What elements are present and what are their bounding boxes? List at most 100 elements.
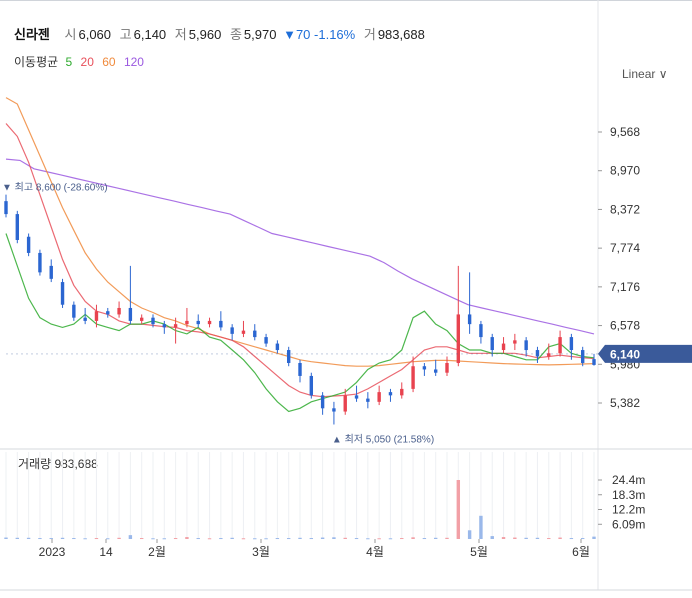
volume-tick-label: 24.4m xyxy=(612,473,645,487)
x-tick-label: 2023 xyxy=(39,545,66,559)
current-price-label: 6,140 xyxy=(610,347,640,361)
high-value: 6,140 xyxy=(133,27,167,42)
close-label: 종 xyxy=(229,27,242,42)
volume-bar xyxy=(94,538,99,540)
candle-body xyxy=(501,343,506,351)
candle-body xyxy=(275,343,280,351)
candle-body xyxy=(309,375,314,396)
volume-bar xyxy=(49,538,53,540)
volume-bar xyxy=(15,537,20,539)
volume-bar xyxy=(467,530,472,539)
volume-bar xyxy=(592,536,596,539)
candle-body xyxy=(185,320,189,325)
candle-body xyxy=(332,408,336,412)
quote-header: 신라젠 시 6,060 고 6,140 저 5,960 종 5,970 ▼70 -1.1… xyxy=(14,24,425,43)
open-label: 시 xyxy=(64,27,77,42)
volume-title: 거래량 983,688 xyxy=(18,457,98,471)
high-label: 고 xyxy=(119,27,132,42)
candle-body xyxy=(230,327,234,334)
volume-bar xyxy=(38,538,42,540)
candle-body xyxy=(241,330,246,334)
ma-60-toggle[interactable]: 60 xyxy=(102,55,116,69)
candle-body xyxy=(377,392,381,402)
volume-tick-label: 18.3m xyxy=(612,488,645,502)
volume-bar xyxy=(219,538,223,540)
candle-body xyxy=(433,369,438,373)
top-divider xyxy=(0,0,692,1)
volume-label: 거 xyxy=(363,27,376,42)
candle-body xyxy=(286,350,291,363)
candle-body xyxy=(60,282,65,305)
volume-bar xyxy=(580,538,585,540)
close-value: 5,970 xyxy=(243,27,277,42)
volume-bar xyxy=(377,538,381,540)
ma-120-line xyxy=(5,158,595,335)
volume-bar xyxy=(26,537,31,539)
candle-body xyxy=(343,395,347,412)
candle-body xyxy=(26,236,31,253)
volume-bar xyxy=(547,538,551,540)
candle-body xyxy=(400,388,404,396)
volume-bar xyxy=(354,538,359,540)
volume-bar xyxy=(445,537,449,539)
candle-body xyxy=(139,317,144,321)
volume-bar xyxy=(388,538,393,540)
candle-body xyxy=(422,366,427,370)
volume-bar xyxy=(60,537,65,539)
volume-bar xyxy=(298,537,302,539)
ma-60-line xyxy=(5,97,595,367)
stock-name: 신라젠 xyxy=(14,27,50,42)
volume-bar xyxy=(196,538,200,540)
candle-body xyxy=(196,320,200,325)
candle-body xyxy=(128,307,133,321)
volume-bar xyxy=(490,536,494,539)
price-tick-label: 5,382 xyxy=(610,396,640,410)
open-value: 6,060 xyxy=(78,27,112,42)
candle-body xyxy=(117,307,121,315)
candle-body xyxy=(264,337,268,344)
ma-20-toggle[interactable]: 20 xyxy=(80,55,94,69)
volume-bar xyxy=(117,537,121,539)
volume-value: 983,688 xyxy=(377,27,425,42)
volume-tick-label: 6.09m xyxy=(612,517,645,531)
volume-bar xyxy=(411,537,415,539)
candle-body xyxy=(94,311,99,321)
ma-title: 이동평균 xyxy=(14,55,59,69)
volume-bar xyxy=(524,537,528,539)
x-tick-label: 14 xyxy=(99,545,113,559)
scale-selector[interactable]: Linear ∨ xyxy=(622,67,668,81)
x-tick-label: 6월 xyxy=(572,545,590,559)
candle-body xyxy=(535,350,540,357)
candle-body xyxy=(207,320,212,325)
volume-bar xyxy=(456,480,461,539)
candle-body xyxy=(411,366,415,389)
volume-bar xyxy=(275,538,280,540)
ma-5-toggle[interactable]: 5 xyxy=(65,55,73,69)
candle-body xyxy=(162,324,167,328)
price-tick-label: 9,568 xyxy=(610,125,640,139)
volume-bar xyxy=(185,537,189,539)
x-tick-label: 4월 xyxy=(366,545,384,559)
candle-body xyxy=(547,353,551,357)
candle-body xyxy=(558,337,562,354)
volume-bar xyxy=(569,538,574,540)
price-tick-label: 7,774 xyxy=(610,241,640,255)
volume-bar xyxy=(513,537,517,539)
price-tick-label: 7,176 xyxy=(610,280,640,294)
candle-body xyxy=(490,337,494,351)
volume-bar xyxy=(501,537,506,539)
volume-bar xyxy=(366,538,370,540)
x-tick-label: 5월 xyxy=(470,545,488,559)
ma-120-toggle[interactable]: 120 xyxy=(123,55,144,69)
ma-5-line xyxy=(5,233,595,413)
candle-body xyxy=(320,395,325,409)
volume-bar xyxy=(479,515,483,539)
volume-bar xyxy=(72,538,76,540)
candle-body xyxy=(173,324,178,328)
price-tick-label: 8,970 xyxy=(610,164,640,178)
x-tick-label: 2월 xyxy=(148,545,166,559)
ma-20-line xyxy=(5,123,595,398)
candle-body xyxy=(15,214,20,240)
candle-body xyxy=(49,265,53,279)
